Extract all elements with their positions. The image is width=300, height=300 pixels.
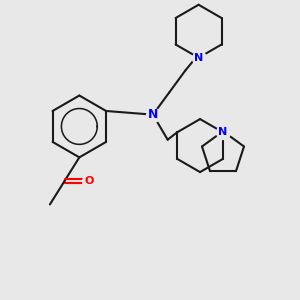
Text: N: N <box>148 108 158 121</box>
Text: N: N <box>218 127 228 137</box>
Text: O: O <box>84 176 93 186</box>
Text: N: N <box>194 53 203 63</box>
